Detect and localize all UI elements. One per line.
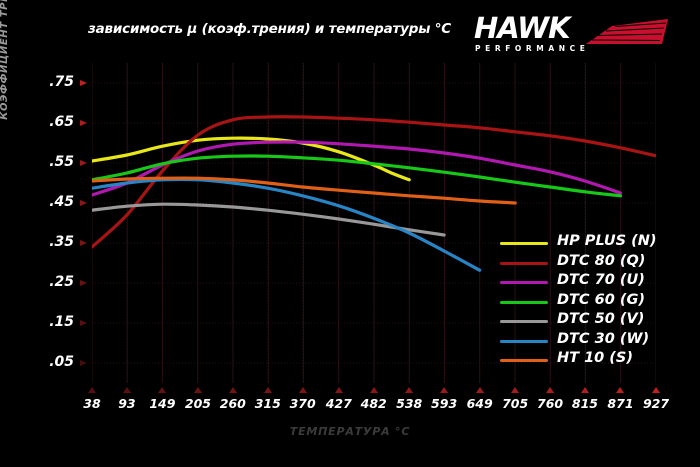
x-tick-label: 593 — [431, 396, 458, 411]
x-tick-marker — [158, 387, 167, 393]
series-line-3 — [92, 154, 623, 198]
legend-item[interactable]: DTC 50 (V) — [500, 311, 680, 332]
x-tick-label: 93 — [118, 396, 136, 411]
x-tick-marker — [616, 387, 625, 393]
x-tick-marker — [475, 387, 484, 393]
y-tick-marker — [80, 160, 87, 166]
series-line-0 — [92, 136, 411, 182]
legend-item[interactable]: DTC 60 (G) — [500, 291, 680, 313]
y-tick-marker — [80, 240, 87, 246]
x-tick-label: 370 — [289, 396, 316, 411]
x-tick-label: 649 — [466, 396, 493, 411]
x-tick-marker — [440, 387, 449, 393]
x-tick-marker — [369, 387, 378, 393]
x-tick-label: 149 — [149, 396, 176, 411]
hawk-logo: HAWK PERFORMANCE — [474, 14, 670, 54]
x-tick-marker — [405, 387, 414, 393]
x-tick-marker — [546, 387, 555, 393]
legend-swatch — [500, 261, 548, 265]
legend-item[interactable]: DTC 30 (W) — [500, 330, 680, 352]
plot-svg — [92, 63, 656, 383]
brand-name: HAWK — [474, 11, 571, 45]
x-tick-label: 705 — [502, 396, 529, 411]
y-tick-marker — [80, 360, 87, 366]
legend-label: DTC 60 (G) — [557, 291, 645, 308]
legend-label: DTC 30 (W) — [557, 330, 650, 347]
x-tick-label: 760 — [537, 396, 564, 411]
x-tick-label: 538 — [396, 396, 423, 411]
x-tick-marker — [580, 387, 589, 393]
data-series — [92, 115, 656, 272]
x-tick-marker — [88, 387, 96, 393]
legend: HP PLUS (N) DTC 80 (Q) DTC 70 (U) DTC 60 (G… — [500, 233, 680, 371]
y-tick-marker — [80, 200, 87, 206]
series-line-5 — [92, 177, 482, 272]
legend-swatch — [500, 281, 548, 285]
swoosh-icon — [586, 19, 668, 44]
y-tick-label: .55 — [49, 154, 74, 170]
legend-item[interactable]: HP PLUS (N) — [500, 233, 680, 254]
x-tick-label: 871 — [607, 396, 634, 411]
legend-label: HT 10 (S) — [557, 350, 633, 366]
legend-label: HP PLUS (N) — [557, 233, 657, 249]
y-tick-label: .25 — [49, 274, 74, 290]
x-tick-label: 260 — [219, 396, 246, 411]
legend-label: DTC 70 (U) — [557, 272, 645, 288]
x-tick-label: 205 — [184, 396, 211, 411]
legend-swatch — [500, 320, 548, 324]
y-tick-label: .05 — [49, 354, 74, 370]
y-tick-marker — [80, 280, 87, 286]
x-tick-marker — [298, 387, 307, 393]
x-tick-label: 38 — [83, 396, 101, 411]
y-tick-marker — [80, 120, 87, 126]
page-title: зависимость µ (коэф.трения) и температур… — [88, 21, 452, 37]
axis-lines — [92, 63, 656, 383]
x-axis-title: ТЕМПЕРАТУРА °C — [289, 425, 411, 438]
grid-lines — [92, 63, 656, 383]
y-tick-marker — [80, 320, 87, 326]
y-tick-label: .15 — [49, 314, 74, 330]
y-tick-label: .65 — [49, 114, 74, 130]
legend-swatch — [500, 339, 548, 343]
legend-swatch — [500, 300, 548, 304]
y-axis-title: КОЭФФИЦИЕНТ ТРЕНИЯ µ — [0, 0, 10, 120]
x-tick-marker — [334, 387, 343, 393]
x-tick-label: 482 — [360, 396, 387, 411]
x-tick-label: 815 — [571, 396, 598, 411]
plot-area — [92, 63, 656, 383]
legend-label: DTC 80 (Q) — [557, 252, 646, 269]
x-tick-label: 427 — [325, 396, 352, 411]
legend-item[interactable]: HT 10 (S) — [500, 350, 680, 371]
x-tick-label: 315 — [254, 396, 281, 411]
series-line-4 — [92, 202, 446, 237]
legend-label: DTC 50 (V) — [557, 311, 645, 327]
x-tick-marker — [228, 387, 237, 393]
x-tick-marker — [193, 387, 202, 393]
y-tick-label: .75 — [49, 74, 74, 90]
legend-swatch — [500, 359, 548, 363]
brand-tagline: PERFORMANCE — [475, 44, 590, 53]
x-tick-marker — [652, 387, 660, 393]
series-line-2 — [92, 140, 623, 197]
series-line-1 — [92, 115, 656, 249]
y-tick-marker — [80, 80, 87, 86]
x-tick-marker — [122, 387, 131, 393]
x-tick-label: 927 — [642, 396, 670, 411]
series-line-6 — [92, 176, 517, 205]
y-tick-label: .35 — [49, 234, 74, 250]
y-tick-label: .45 — [49, 194, 74, 210]
legend-swatch — [500, 242, 548, 246]
legend-item[interactable]: DTC 80 (Q) — [500, 252, 680, 274]
x-tick-marker — [263, 387, 272, 393]
legend-item[interactable]: DTC 70 (U) — [500, 272, 680, 293]
x-tick-marker — [511, 387, 520, 393]
